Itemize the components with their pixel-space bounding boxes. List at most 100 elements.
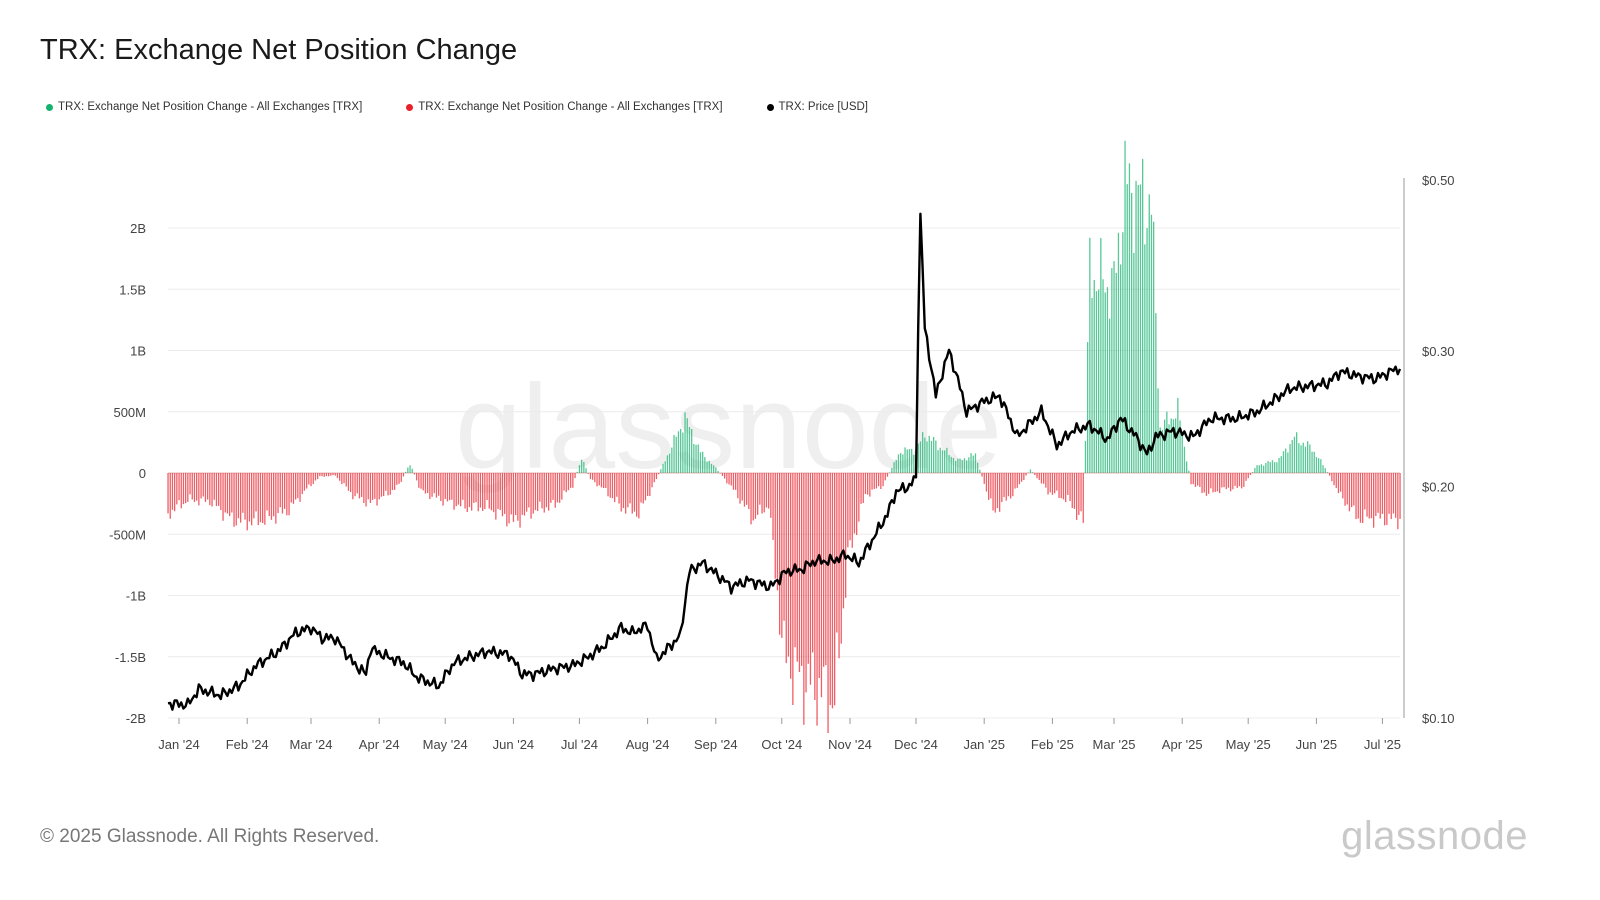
bar-positive <box>1106 287 1109 473</box>
bar-positive <box>1322 465 1324 473</box>
watermark: glassnode <box>455 360 1002 494</box>
legend: TRX: Exchange Net Position Change - All … <box>46 101 912 113</box>
bar-negative <box>501 473 504 517</box>
bar-negative <box>418 473 420 488</box>
bar-positive <box>585 468 587 473</box>
bar-negative <box>178 473 180 501</box>
bar-negative <box>1023 473 1025 481</box>
bar-negative <box>455 473 457 507</box>
bar-negative <box>823 473 825 667</box>
bar-positive <box>675 436 677 473</box>
x-tick-label: Oct '24 <box>761 737 802 752</box>
bar-positive <box>924 437 926 473</box>
bar-negative <box>1045 473 1047 488</box>
bar-negative <box>611 473 614 499</box>
bar-positive <box>937 450 939 473</box>
bar-positive <box>697 444 699 473</box>
bar-negative <box>1005 473 1007 501</box>
bar-negative <box>1082 473 1084 523</box>
bar-negative <box>1076 473 1078 520</box>
bar-negative <box>308 473 310 485</box>
bar-negative <box>209 473 211 506</box>
bar-negative <box>757 473 759 515</box>
bar-negative <box>869 473 871 497</box>
bar-negative <box>1060 473 1062 499</box>
bar-negative <box>479 473 482 508</box>
bar-negative <box>275 473 277 524</box>
legend-item-negative[interactable]: TRX: Exchange Net Position Change - All … <box>406 101 723 113</box>
bar-positive <box>1172 419 1175 473</box>
bar-negative <box>1333 473 1335 486</box>
bar-positive <box>1133 252 1135 473</box>
bar-negative <box>596 473 598 487</box>
bar-positive <box>939 447 941 473</box>
bar-positive <box>409 465 411 473</box>
bar-negative <box>449 473 451 501</box>
price-line <box>167 212 1402 711</box>
bar-negative <box>284 473 286 509</box>
bar-negative <box>1067 473 1069 495</box>
bar-positive <box>1260 464 1263 473</box>
bar-negative <box>457 473 460 505</box>
bar-negative <box>759 473 761 505</box>
bar-negative <box>1210 473 1212 489</box>
bar-negative <box>167 473 169 514</box>
y-right-tick-label: $0.10 <box>1422 711 1455 726</box>
bar-negative <box>427 473 429 494</box>
bar-positive <box>1287 452 1289 473</box>
bar-positive <box>405 471 407 473</box>
legend-item-positive[interactable]: TRX: Exchange Net Position Change - All … <box>46 101 362 113</box>
bar-positive <box>669 453 671 473</box>
legend-item-price[interactable]: TRX: Price [USD] <box>766 101 868 113</box>
bar-positive <box>917 443 919 473</box>
bar-negative <box>603 473 605 489</box>
bar-positive <box>974 453 977 473</box>
bar-negative <box>251 473 253 526</box>
bar-negative <box>721 473 724 476</box>
bar-positive <box>717 470 719 473</box>
bar-positive <box>1087 342 1089 473</box>
bar-positive <box>1269 462 1271 473</box>
x-tick-label: Jul '24 <box>561 737 598 752</box>
bar-negative <box>1351 473 1353 508</box>
bar-positive <box>673 434 675 473</box>
y-left-tick-label: -2B <box>126 711 146 726</box>
bar-negative <box>383 473 385 497</box>
bar-negative <box>510 473 512 515</box>
bar-negative <box>1038 473 1040 481</box>
bar-negative <box>1018 473 1021 485</box>
bar-negative <box>328 473 330 477</box>
bar-positive <box>1109 318 1111 473</box>
bar-negative <box>567 473 570 491</box>
y-right-tick-label: $0.30 <box>1422 344 1455 359</box>
bar-negative <box>171 473 174 510</box>
bar-negative <box>620 473 622 512</box>
bar-negative <box>464 473 466 509</box>
bar-positive <box>933 436 935 473</box>
bar-negative <box>1047 473 1049 495</box>
bar-positive <box>1113 261 1115 473</box>
bar-negative <box>992 473 994 511</box>
bar-positive <box>1181 436 1183 473</box>
bar-negative <box>460 473 462 507</box>
bar-negative <box>1001 473 1003 503</box>
bar-positive <box>1170 418 1172 473</box>
bar-positive <box>941 450 944 473</box>
bar-positive <box>1291 440 1293 473</box>
bar-negative <box>539 473 541 502</box>
bar-negative <box>490 473 493 511</box>
bar-positive <box>1155 313 1157 473</box>
bar-negative <box>484 473 486 509</box>
bar-negative <box>176 473 178 505</box>
bar-negative <box>347 473 350 491</box>
bar-negative <box>517 473 519 521</box>
bar-negative <box>594 473 596 483</box>
bar-negative <box>1335 473 1337 489</box>
bar-negative <box>431 473 433 497</box>
bar-negative <box>323 473 325 477</box>
bar-negative <box>871 473 873 490</box>
bar-negative <box>1381 473 1384 514</box>
bar-negative <box>1377 473 1379 513</box>
bar-negative <box>636 473 638 517</box>
bar-negative <box>231 473 233 513</box>
